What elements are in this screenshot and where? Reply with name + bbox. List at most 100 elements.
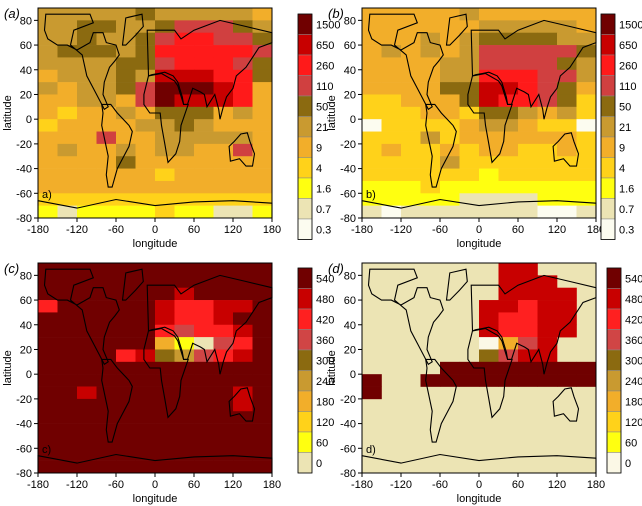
heatmap-cell — [155, 45, 175, 58]
heatmap-cell — [518, 337, 538, 350]
colorbar-label: 540 — [316, 273, 334, 285]
heatmap-cell — [174, 411, 195, 424]
heatmap-cell — [174, 374, 195, 387]
heatmap-cell — [401, 193, 421, 206]
heatmap-cell — [557, 106, 577, 120]
heatmap-cell — [96, 205, 117, 219]
coastline — [43, 13, 120, 111]
y-tick-label: -80 — [16, 213, 32, 225]
heatmap-cell — [401, 106, 421, 120]
heatmap-cell — [537, 57, 558, 71]
heatmap-cell — [174, 180, 195, 194]
heatmap-cell — [440, 106, 460, 120]
heatmap-cell — [362, 45, 382, 58]
y-tick-label: 60 — [344, 40, 356, 52]
heatmap-cell — [38, 361, 58, 375]
heatmap-cell — [57, 448, 78, 461]
x-tick-label: 120 — [548, 224, 566, 236]
heatmap-cell — [233, 398, 253, 412]
heatmap-cell — [116, 386, 136, 400]
heatmap-cell — [252, 435, 273, 449]
colorbar-swatch — [606, 308, 622, 330]
heatmap-cell — [557, 143, 577, 157]
heatmap-cell — [57, 57, 78, 71]
heatmap-cell — [213, 435, 234, 449]
heatmap-cell — [174, 324, 195, 338]
heatmap-cell — [194, 411, 214, 424]
heatmap-cell — [77, 57, 97, 71]
heatmap-cell — [96, 180, 117, 194]
heatmap-cell — [174, 119, 195, 132]
heatmap-cell — [213, 423, 234, 437]
coastline — [470, 19, 597, 120]
heatmap-cell — [479, 361, 499, 375]
colorbar-swatch — [600, 136, 616, 158]
heatmap-cell — [38, 435, 58, 449]
heatmap-cell — [77, 275, 97, 289]
heatmap-cell — [38, 82, 58, 95]
y-tick-label: 60 — [344, 295, 356, 307]
heatmap-cell — [194, 386, 214, 400]
heatmap-cell — [518, 300, 538, 313]
heatmap-cell — [38, 143, 58, 157]
heatmap-cell — [252, 263, 273, 276]
colorbar-swatch — [297, 116, 313, 138]
heatmap-cell — [362, 94, 382, 108]
heatmap-cell — [233, 374, 253, 387]
heatmap-cell — [233, 349, 253, 363]
heatmap-cell — [252, 119, 273, 132]
heatmap-cell — [135, 263, 156, 276]
x-tick-label: 180 — [263, 224, 281, 236]
heatmap-cell — [498, 374, 519, 387]
heatmap-cell — [116, 193, 136, 206]
heatmap-cell — [174, 94, 195, 108]
y-axis-label: latitude — [326, 350, 338, 385]
heatmap-cell — [116, 57, 136, 71]
heatmap-cell — [537, 20, 558, 34]
heatmap-cell — [155, 168, 175, 182]
heatmap-cell — [174, 300, 195, 313]
coastline — [43, 268, 120, 366]
heatmap-cell — [401, 180, 421, 194]
heatmap-cell — [233, 324, 253, 338]
heatmap-cell — [537, 94, 558, 108]
heatmap-cell — [38, 337, 58, 350]
panel-tag: (b) — [328, 6, 344, 21]
heatmap-cell — [557, 205, 577, 219]
heatmap-cell — [557, 180, 577, 194]
heatmap-cell — [116, 94, 136, 108]
heatmap-cell — [233, 8, 253, 21]
colorbar-label: 240 — [625, 376, 642, 388]
heatmap-cell — [57, 324, 78, 338]
heatmap-cell — [213, 205, 234, 219]
heatmap-cell — [116, 337, 136, 350]
heatmap-cell — [479, 57, 499, 71]
heatmap-cell — [537, 374, 558, 387]
heatmap-cell — [537, 205, 558, 219]
colorbar-swatch — [600, 177, 616, 199]
x-tick-label: 0 — [476, 479, 482, 491]
coastline — [425, 103, 457, 188]
heatmap-cell — [576, 106, 597, 120]
heatmap-cell — [155, 398, 175, 412]
heatmap-cell — [38, 119, 58, 132]
y-tick-label: 80 — [20, 15, 32, 27]
heatmap-cell — [77, 119, 97, 132]
heatmap-cell — [362, 180, 382, 194]
heatmap-cell — [498, 361, 519, 375]
heatmap-cell — [537, 82, 558, 95]
heatmap-cell — [252, 423, 273, 437]
colorbar-label: 4 — [316, 163, 322, 175]
heatmap-cell — [96, 156, 117, 169]
x-tick-label: -120 — [66, 224, 88, 236]
colorbar-label: 360 — [625, 335, 642, 347]
heatmap-cell — [498, 45, 519, 58]
heatmap-cell — [116, 32, 136, 46]
heatmap-cell — [440, 94, 460, 108]
heatmap-cell — [77, 398, 97, 412]
heatmap-cell — [194, 263, 214, 276]
heatmap-cell — [518, 69, 538, 83]
heatmap-cell — [38, 312, 58, 326]
heatmap-cell — [174, 106, 195, 120]
colorbar-swatch — [297, 267, 313, 289]
